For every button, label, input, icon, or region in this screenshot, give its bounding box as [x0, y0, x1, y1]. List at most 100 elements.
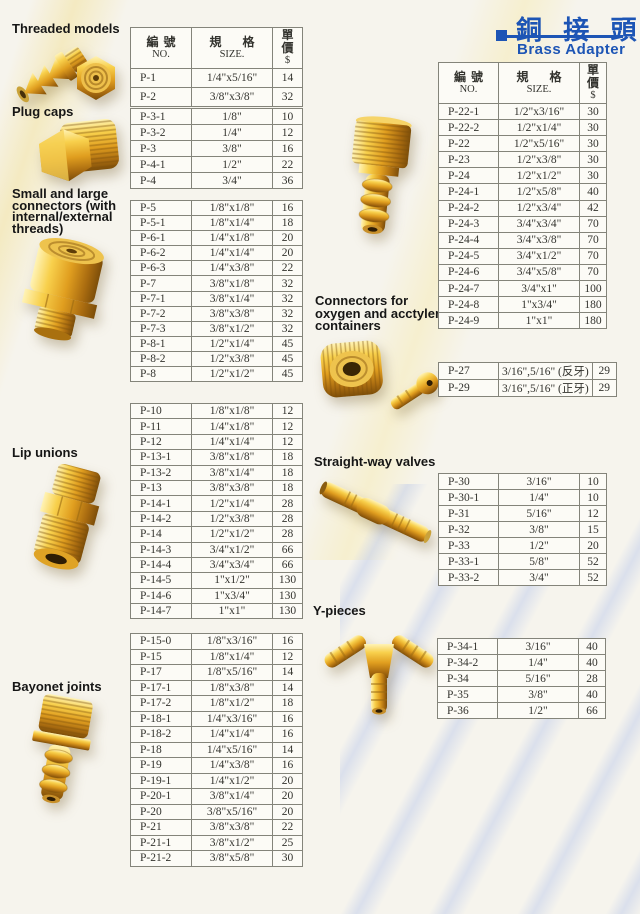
cell-price: 45 [272, 366, 303, 383]
cell-part-no: P-34-2 [437, 654, 498, 671]
section-label-straight-way-valves: Straight-way valves [314, 454, 436, 469]
cell-price: 130 [272, 587, 303, 605]
cell-price: 52 [579, 553, 607, 570]
cell-part-no: P-30 [438, 473, 499, 490]
cell-size: 3/8"x1/8" [191, 275, 273, 292]
cell-price: 20 [272, 245, 303, 262]
cell-part-no: P-29 [438, 379, 499, 397]
threaded-models-photo [16, 47, 115, 103]
threaded-barb-fitting-photo [351, 116, 412, 234]
table-row: P-14-4 3/4"x3/4" 66 [130, 556, 303, 574]
table-row: P-8 1/2"x1/2" 45 [130, 366, 303, 383]
table-row: P-15 1/8"x1/4" 12 [130, 648, 303, 665]
cell-price: 16 [272, 199, 303, 217]
cell-part-no: P-14-2 [130, 510, 192, 528]
table-row: P-24-5 3/4"x1/2" 70 [438, 247, 607, 265]
table-row: P-19-1 1/4"x1/2" 20 [130, 772, 303, 789]
table-row: P-2 3/8"x3/8" 32 [130, 87, 303, 107]
cell-price: 36 [272, 172, 303, 189]
cell-part-no: P-2 [130, 87, 192, 107]
cell-part-no: P-14-4 [130, 556, 192, 574]
cell-size: 1"x3/4" [191, 587, 273, 605]
cell-price: 28 [272, 495, 303, 512]
cell-size: 3/8"x1/4" [191, 290, 273, 307]
cell-part-no: P-7 [130, 275, 192, 292]
cell-part-no: P-12 [130, 433, 192, 451]
table-row: P-36 1/2" 66 [437, 702, 606, 719]
cell-part-no: P-24-1 [438, 183, 499, 201]
cell-part-no: P-14-1 [130, 495, 192, 512]
cell-price: 18 [272, 479, 303, 497]
cell-size: 1"x1" [498, 312, 580, 330]
cell-size: 1/2"x3/8" [191, 510, 273, 528]
cell-part-no: P-14 [130, 526, 192, 543]
header-size: 規 格 SIZE. [191, 27, 273, 69]
cell-price: 20 [272, 788, 303, 805]
table-row: P-14 1/2"x1/2" 28 [130, 526, 303, 543]
table-row: P-31 5/16" 12 [438, 505, 607, 522]
table-row: P-4 3/4" 36 [130, 172, 303, 189]
cell-part-no: P-3-2 [130, 124, 192, 141]
cell-part-no: P-11 [130, 418, 192, 435]
cell-size: 3/4" [191, 172, 273, 189]
table-row: P-22 1/2"x5/16" 30 [438, 135, 607, 153]
table-row: P-22-2 1/2"x1/4" 30 [438, 119, 607, 137]
section-label-small-large-connectors: Small and large connectors (with interna… [12, 186, 117, 236]
table-row: P-13-1 3/8"x1/8" 18 [130, 449, 303, 466]
table-row: P-20 3/8"x5/16" 20 [130, 803, 303, 820]
cell-price: 10 [272, 108, 303, 125]
cell-part-no: P-31 [438, 505, 499, 522]
cell-part-no: P-22-1 [438, 102, 499, 121]
cell-price: 16 [272, 140, 303, 157]
cell-price: 12 [272, 418, 303, 435]
cell-part-no: P-24-4 [438, 231, 499, 249]
table-row: P-30-1 1/4" 10 [438, 489, 607, 506]
cell-price: 70 [579, 231, 607, 249]
hex-nut-shape [77, 56, 115, 100]
cell-price: 25 [272, 834, 303, 851]
table-row: P-12 1/4"x1/4" 12 [130, 433, 303, 451]
cell-size: 1/2"x3/8" [191, 350, 273, 368]
cell-size: 3/8"x5/16" [191, 803, 273, 820]
cell-size: 1"x1" [191, 603, 273, 620]
cell-size: 3/8"x3/8" [191, 305, 273, 322]
cell-size: 1/4" [498, 489, 580, 506]
cell-size: 1/2"x1/4" [498, 119, 580, 137]
cell-size: 1/2"x1/2" [498, 167, 580, 185]
cell-price: 16 [272, 710, 303, 727]
cell-size: 3/8"x1/2" [191, 834, 273, 851]
table-row: P-33 1/2" 20 [438, 537, 607, 554]
cell-size: 3/8" [498, 521, 580, 538]
table-row: P-17-2 1/8"x1/2" 18 [130, 695, 303, 712]
cell-part-no: P-35 [437, 686, 498, 703]
cell-part-no: P-8-2 [130, 350, 192, 368]
cell-price: 14 [272, 679, 303, 696]
cell-price: 180 [579, 312, 607, 330]
cell-size: 1/2"x1/4" [191, 335, 273, 352]
cell-price: 66 [272, 556, 303, 574]
table-row: P-18-2 1/4"x1/4" 16 [130, 726, 303, 743]
cell-size: 3/16" [497, 638, 579, 655]
cell-size: 1"x3/4" [498, 296, 580, 314]
title-square-bullet-icon [496, 30, 507, 41]
cell-size: 5/16" [497, 670, 579, 687]
cell-price: 70 [579, 263, 607, 282]
cell-price: 16 [272, 633, 303, 650]
table-row: P-30 3/16" 10 [438, 473, 607, 490]
cell-size: 1/4"x1/4" [191, 433, 273, 451]
cell-size: 1/2" [497, 702, 579, 719]
cell-size: 1/4"x5/16" [191, 68, 273, 88]
cell-price: 14 [272, 68, 303, 88]
cell-part-no: P-21-1 [130, 834, 192, 851]
cell-part-no: P-22 [438, 135, 499, 153]
cell-part-no: P-33-2 [438, 569, 499, 586]
cell-price: 29 [591, 379, 617, 397]
cell-size: 1/8"x3/8" [191, 679, 273, 696]
cell-size: 3/8"x1/4" [191, 464, 273, 481]
cell-part-no: P-10 [130, 402, 192, 420]
section-label-lip-unions: Lip unions [12, 445, 78, 460]
cell-part-no: P-8 [130, 366, 192, 383]
cell-price: 20 [579, 537, 607, 554]
lip-unions-table: P-10 1/8"x1/8" 12 P-11 1/4"x1/8" 12 P-12 1/4"x1… [130, 402, 303, 620]
cell-price: 40 [578, 654, 606, 671]
